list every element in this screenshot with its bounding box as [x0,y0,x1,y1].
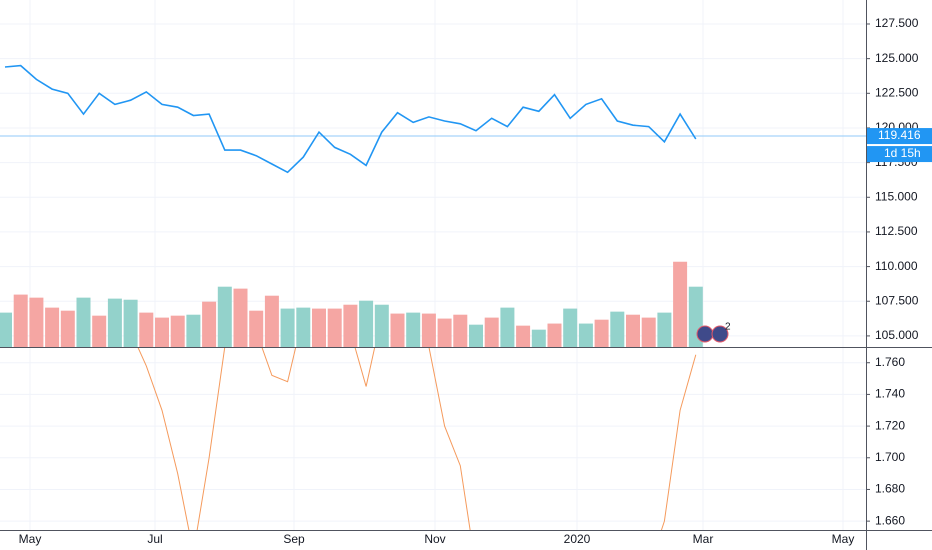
volume-bar [107,298,122,347]
volume-bar [578,323,593,347]
y-tick-label: 1.740 [875,387,905,401]
y-tick-label: 1.660 [875,513,905,527]
volume-bar [327,308,342,347]
indicator-pane [0,348,866,530]
y-tick-label: 112.500 [875,224,918,238]
volume-bar [45,307,60,347]
volume-bar [0,312,12,347]
y-tick-label: 110.000 [875,259,918,273]
event-icons: 2 [696,322,731,343]
volume-bar [202,301,217,347]
volume-bar [657,312,672,347]
y-tick-label: 125.000 [875,51,919,65]
volume-bar [217,286,232,347]
x-tick-label: 2020 [564,532,591,546]
y-tick-label: 122.500 [875,85,919,99]
volume-bar [500,307,515,347]
volume-bar [29,297,44,347]
y-tick-label: 1.720 [875,418,905,432]
volume-bar [13,294,28,347]
x-tick-label: Sep [283,532,305,546]
x-tick-label: Nov [424,532,445,546]
volume-bar [233,288,248,347]
event-count: 2 [725,322,731,333]
main-pane [0,0,866,347]
volume-bar [264,295,279,347]
x-tick-label: Jul [147,532,162,546]
volume-bar [516,325,531,347]
y-tick-label: 105.000 [875,328,919,342]
volume-bar [249,310,264,347]
y-tick-label: 107.500 [875,293,919,307]
y-tick-label: 1.680 [875,482,905,496]
volume-bar [139,312,154,347]
y-tick-label: 127.500 [875,16,919,30]
volume-bar [437,318,452,347]
volume-bar [484,317,499,347]
volume-bar [280,308,295,347]
volume-bar [531,329,546,347]
x-tick-label: Mar [693,532,714,546]
volume-bar [155,317,169,347]
volume-bar [547,323,562,347]
volume-bar [641,317,656,347]
y-tick-label: 1.760 [875,355,905,369]
event-icon [711,325,729,343]
x-tick-label: May [19,532,42,546]
volume-bar [406,312,421,347]
volume-bar [60,310,75,347]
y-tick-label: 1.700 [875,450,905,464]
volume-bar [374,304,389,347]
volume-bar [390,313,405,347]
volume-bar [453,314,468,347]
volume-bar [343,304,358,347]
event-icon [696,325,714,343]
y-tick-label: 115.000 [875,189,918,203]
volume-bar [92,315,107,347]
volume-bar [296,307,311,347]
price-badge-label: 119.416 [878,128,921,142]
countdown-label: 1d 15h [884,146,921,160]
volume-bar [312,308,326,347]
volume-bar [673,261,688,347]
volume-bar [610,311,625,347]
volume-bar [123,299,138,347]
volume-bar [170,315,185,347]
line-series [4,64,697,174]
volume-bar [469,324,483,347]
volume-bar [626,314,640,347]
countdown-badge [867,146,932,163]
volume-bar [594,319,609,347]
volume-bar [76,297,91,347]
x-tick-label: May [832,532,855,546]
volume-bar [563,308,578,347]
volume-bar [359,300,374,347]
price-badge [867,128,932,145]
axes: 105.000107.500110.000112.500115.000117.5… [19,16,932,546]
volume-bar [186,314,201,347]
volume-bar [421,313,436,347]
